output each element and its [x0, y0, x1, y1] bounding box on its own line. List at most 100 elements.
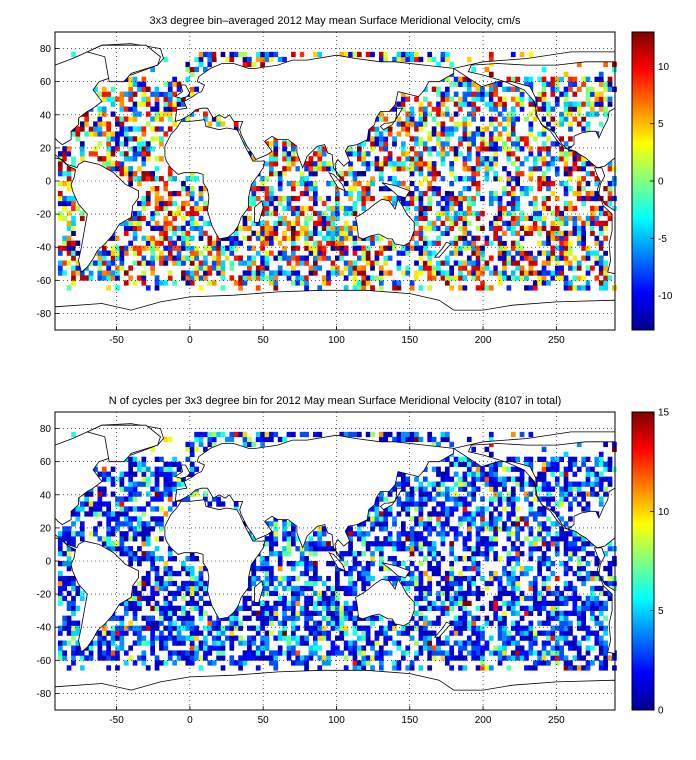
- velocity-bin: [488, 225, 494, 231]
- velocity-bin: [510, 131, 516, 137]
- velocity-bin: [255, 265, 261, 271]
- velocity-bin: [576, 61, 582, 68]
- cycle-count-bin: [510, 541, 516, 547]
- velocity-bin: [431, 225, 437, 231]
- velocity-bin: [607, 81, 613, 87]
- cycle-count-bin: [137, 630, 142, 636]
- cycle-count-bin: [317, 600, 323, 606]
- velocity-bin: [348, 230, 353, 236]
- cycle-count-bin: [546, 640, 551, 646]
- velocity-bin: [387, 255, 393, 261]
- cycle-count-bin: [128, 516, 133, 522]
- cycle-count-bin: [326, 600, 331, 606]
- cycle-count-bin: [119, 481, 125, 487]
- velocity-bin: [449, 116, 455, 122]
- cycle-count-bin: [163, 595, 169, 602]
- velocity-bin: [291, 210, 296, 217]
- cycle-count-bin: [422, 570, 428, 577]
- velocity-bin: [409, 56, 415, 63]
- velocity-bin: [128, 176, 133, 182]
- velocity-bin: [181, 270, 186, 276]
- velocity-bin: [484, 166, 490, 172]
- velocity-bin: [365, 260, 371, 266]
- cycle-count-bin: [392, 556, 397, 562]
- velocity-bin: [57, 270, 63, 276]
- velocity-bin: [295, 230, 301, 236]
- velocity-bin: [532, 270, 538, 276]
- velocity-bin: [431, 146, 437, 152]
- cycle-count-bin: [563, 635, 569, 641]
- velocity-bin: [159, 250, 164, 256]
- velocity-bin: [150, 250, 155, 256]
- velocity-bin: [203, 270, 208, 276]
- cycle-count-bin: [396, 561, 402, 567]
- velocity-bin: [554, 81, 560, 87]
- velocity-bin: [502, 166, 507, 172]
- cycle-count-bin: [559, 486, 564, 492]
- cycle-count-bin: [185, 441, 191, 448]
- cycle-count-bin: [462, 476, 468, 482]
- velocity-bin: [57, 210, 63, 217]
- velocity-bin: [185, 61, 191, 68]
- velocity-bin: [585, 121, 591, 127]
- cycle-count-bin: [453, 526, 459, 532]
- velocity-bin: [414, 205, 419, 212]
- velocity-bin: [313, 220, 318, 226]
- velocity-bin: [167, 91, 173, 97]
- cycle-count-bin: [282, 630, 287, 636]
- velocity-bin: [242, 215, 248, 222]
- velocity-bin: [181, 230, 186, 236]
- velocity-bin: [79, 126, 85, 132]
- velocity-bin: [198, 200, 204, 207]
- velocity-bin: [378, 111, 384, 117]
- velocity-bin: [383, 116, 389, 122]
- cycle-count-bin: [541, 526, 547, 532]
- velocity-bin: [422, 225, 428, 231]
- cycle-count-bin: [167, 471, 173, 477]
- cycle-count-bin: [106, 521, 112, 527]
- cycle-count-bin: [524, 521, 529, 527]
- cycle-count-bin: [225, 635, 230, 641]
- cycle-count-bin: [418, 561, 424, 567]
- velocity-bin: [471, 185, 477, 192]
- cycle-count-bin: [418, 511, 424, 517]
- cycle-count-bin: [480, 526, 485, 532]
- velocity-bin: [308, 181, 314, 187]
- cycle-count-bin: [422, 620, 428, 626]
- velocity-bin: [387, 245, 393, 251]
- velocity-bin: [458, 106, 463, 112]
- cycle-count-bin: [123, 605, 129, 611]
- cycle-count-bin: [515, 630, 521, 636]
- velocity-bin: [510, 76, 516, 82]
- cycle-count-bin: [541, 575, 547, 582]
- velocity-bin: [590, 101, 595, 107]
- velocity-bin: [339, 245, 345, 251]
- velocity-bin: [167, 96, 173, 102]
- cycle-count-bin: [418, 521, 424, 527]
- velocity-bin: [286, 51, 292, 58]
- cycle-count-bin: [93, 526, 98, 532]
- cycle-count-bin: [326, 541, 331, 547]
- velocity-bin: [286, 220, 292, 226]
- velocity-bin: [304, 245, 309, 251]
- velocity-bin: [110, 270, 116, 276]
- cycle-count-bin: [546, 635, 551, 641]
- velocity-bin: [537, 181, 542, 187]
- velocity-bin: [247, 195, 252, 202]
- velocity-bin: [594, 91, 600, 97]
- cycle-count-bin: [418, 575, 424, 582]
- velocity-bin: [119, 220, 125, 226]
- velocity-bin: [383, 250, 389, 256]
- velocity-bin: [528, 200, 534, 207]
- cycle-count-bin: [550, 605, 556, 611]
- velocity-bin: [185, 245, 191, 251]
- velocity-bin: [458, 76, 463, 82]
- velocity-bin: [546, 81, 551, 87]
- velocity-bin: [88, 121, 94, 127]
- cycle-count-bin: [172, 471, 177, 477]
- velocity-bin: [449, 240, 455, 246]
- cycle-count-bin: [462, 590, 468, 597]
- cycle-count-bin: [137, 640, 142, 646]
- velocity-bin: [277, 265, 283, 271]
- velocity-bin: [370, 176, 375, 182]
